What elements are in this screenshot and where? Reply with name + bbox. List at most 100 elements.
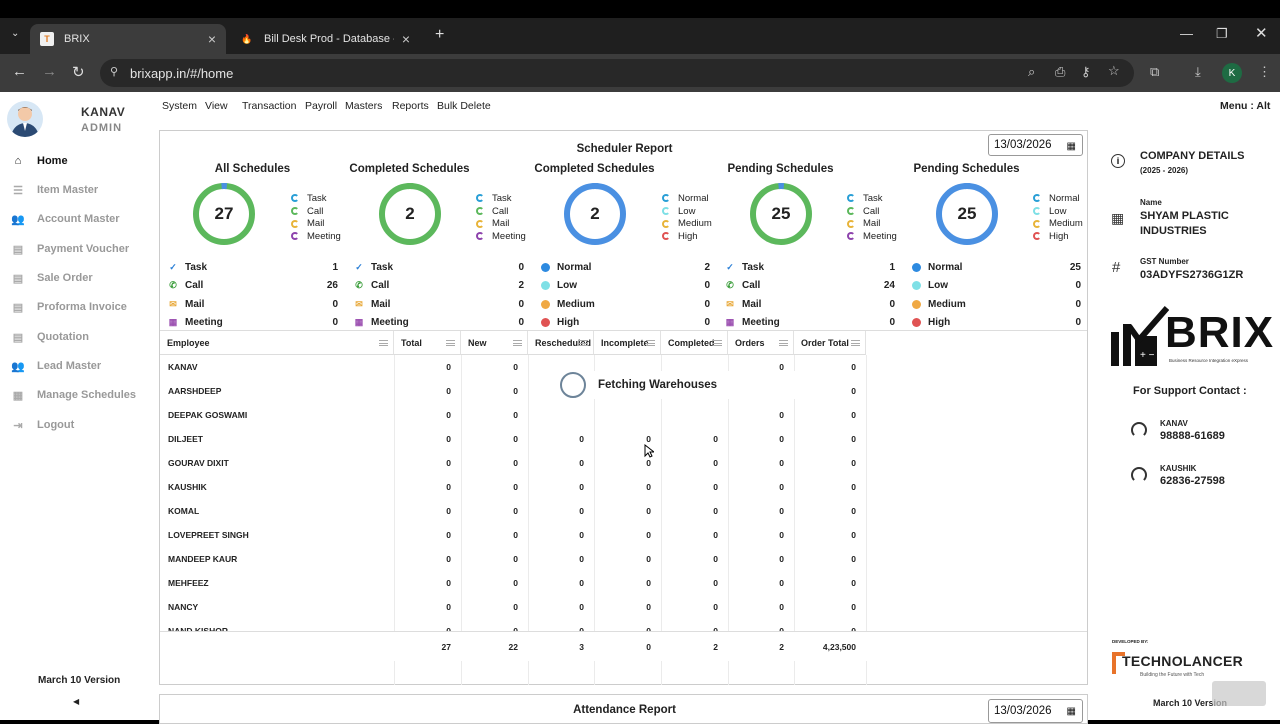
close-tab-icon[interactable]: ×: [401, 31, 410, 47]
download-icon[interactable]: ⤓: [1195, 64, 1201, 79]
summary-ring: 2: [378, 182, 442, 246]
sidebar-item-proforma-invoice[interactable]: ▤ Proforma Invoice: [10, 297, 127, 317]
stat-row: ✓ Task 1: [725, 258, 895, 277]
table-cell: 0: [579, 434, 584, 444]
attendance-date-input[interactable]: 13/03/2026 ▦: [988, 699, 1083, 723]
table-cell: 0: [779, 578, 784, 588]
calendar-icon[interactable]: ▦: [1066, 706, 1076, 717]
stat-row: ✆ Call 26: [168, 277, 338, 296]
menu-masters[interactable]: Masters: [345, 100, 383, 112]
sidebar-item-lead-master[interactable]: 👥 Lead Master: [10, 356, 101, 376]
sidebar-item-label: Logout: [37, 419, 75, 431]
column-menu-icon[interactable]: [379, 340, 388, 346]
column-header[interactable]: New: [461, 331, 528, 355]
new-tab-icon[interactable]: +: [435, 26, 445, 43]
ring-chart-icon: [750, 183, 812, 245]
stat-value: 0: [1075, 280, 1081, 292]
menu-reports[interactable]: Reports: [392, 100, 429, 112]
total-cell: 2: [713, 642, 718, 652]
stat-row: ✓ Task 0: [354, 258, 524, 277]
contact-name: KANAV: [1160, 419, 1188, 428]
sidebar-item-logout[interactable]: ⇥ Logout: [10, 415, 74, 435]
sidebar-item-sale-order[interactable]: ▤ Sale Order: [10, 268, 93, 288]
sidebar-item-label: Quotation: [37, 331, 89, 343]
column-menu-icon[interactable]: [779, 340, 788, 346]
column-menu-icon[interactable]: [713, 340, 722, 346]
column-header[interactable]: Rescheduled: [528, 331, 594, 355]
sidebar-item-manage-schedules[interactable]: ▦ Manage Schedules: [10, 385, 136, 405]
calendar-icon[interactable]: ▦: [1066, 141, 1076, 152]
column-header[interactable]: Order Total: [794, 331, 866, 355]
sidebar-item-home[interactable]: ⌂ Home: [10, 151, 68, 171]
column-menu-icon[interactable]: [646, 340, 655, 346]
phone-icon: ✆: [169, 280, 177, 291]
sidebar-item-account-master[interactable]: 👥 Account Master: [10, 209, 119, 229]
table-cell: 0: [513, 578, 518, 588]
zoom-icon[interactable]: ⌕: [1028, 64, 1036, 79]
close-window-icon[interactable]: ✕: [1255, 25, 1268, 42]
back-icon[interactable]: ←: [12, 63, 27, 80]
menu-transaction[interactable]: Transaction: [242, 100, 297, 112]
legend-marker-icon: [476, 232, 484, 241]
extensions-icon[interactable]: ⧉: [1150, 64, 1160, 79]
menu-system[interactable]: System: [162, 100, 198, 112]
bookmark-star-icon[interactable]: ☆: [1108, 63, 1120, 78]
menu-shortcut-hint: Menu : Alt: [1220, 100, 1271, 112]
password-key-icon[interactable]: ⚷: [1081, 64, 1091, 79]
stat-row: Medium 0: [540, 295, 710, 314]
column-header[interactable]: Orders: [728, 331, 794, 355]
stat-value: 0: [332, 317, 338, 329]
stat-value: 2: [518, 280, 524, 292]
browser-menu-icon[interactable]: ⋮: [1258, 64, 1271, 79]
install-icon[interactable]: ⎙: [1055, 64, 1066, 79]
column-menu-icon[interactable]: [446, 340, 455, 346]
minimize-icon[interactable]: —: [1180, 26, 1193, 41]
home-icon: ⌂: [14, 155, 22, 167]
document-icon: ▤: [12, 301, 24, 314]
menu-view[interactable]: View: [205, 100, 228, 112]
stat-value: 0: [332, 298, 338, 310]
total-cell: 22: [508, 642, 518, 652]
profile-avatar[interactable]: K: [1222, 63, 1242, 83]
tab-bill-desk[interactable]: 🔥 Bill Desk Prod - Database - Dat ×: [230, 24, 420, 54]
sidebar-item-payment-voucher[interactable]: ▤ Payment Voucher: [10, 239, 129, 259]
sidebar-item-item-master[interactable]: ☰ Item Master: [10, 180, 98, 200]
restore-icon[interactable]: ❐: [1216, 26, 1228, 41]
address-bar[interactable]: ⚲ brixapp.in/#/home ⌕ ⎙ ⚷ ☆: [100, 59, 1134, 87]
sidebar-item-quotation[interactable]: ▤ Quotation: [10, 327, 89, 347]
column-menu-icon[interactable]: [851, 340, 860, 346]
ring-chart-icon: [564, 183, 626, 245]
scheduler-date-input[interactable]: 13/03/2026 ▦: [988, 134, 1083, 156]
table-cell: 0: [446, 482, 451, 492]
column-menu-icon[interactable]: [513, 340, 522, 346]
tab-search-icon[interactable]: ⌄: [11, 28, 20, 39]
collapse-sidebar-icon[interactable]: ◀: [73, 697, 80, 706]
column-header[interactable]: Completed: [661, 331, 728, 355]
forward-icon[interactable]: →: [42, 63, 57, 80]
stat-value: 0: [518, 261, 524, 273]
legend-item: Low: [662, 205, 712, 218]
technolancer-mark-icon: [1112, 652, 1125, 674]
menu-payroll[interactable]: Payroll: [305, 100, 338, 112]
menu-bulk-delete[interactable]: Bulk Delete: [437, 100, 491, 112]
column-header[interactable]: Employee: [160, 331, 394, 355]
site-info-icon[interactable]: ⚲: [110, 66, 119, 78]
stat-label: Call: [742, 280, 761, 292]
contact-phone[interactable]: 98888-61689: [1160, 430, 1225, 442]
stat-label: Task: [371, 261, 394, 273]
contact-phone[interactable]: 62836-27598: [1160, 475, 1225, 487]
pip-controls[interactable]: [1212, 681, 1266, 706]
reload-icon[interactable]: ↻: [72, 64, 85, 81]
stat-row: ✉ Mail 0: [725, 295, 895, 314]
tab-brix[interactable]: T BRIX ×: [30, 24, 226, 54]
close-tab-icon[interactable]: ×: [207, 31, 216, 47]
table-cell: 0: [779, 530, 784, 540]
total-cell: 0: [646, 642, 651, 652]
stat-list: ✓ Task 0 ✆ Call 2 ✉ Mail 0 ▦ Meeting 0: [354, 258, 524, 332]
column-menu-icon[interactable]: [579, 340, 588, 346]
column-header[interactable]: Total: [394, 331, 461, 355]
table-row: MANDEEP KAUR: [168, 554, 238, 564]
column-header[interactable]: Incomplete: [594, 331, 661, 355]
legend-marker-icon: [847, 194, 855, 203]
legend-marker-icon: [291, 219, 299, 228]
